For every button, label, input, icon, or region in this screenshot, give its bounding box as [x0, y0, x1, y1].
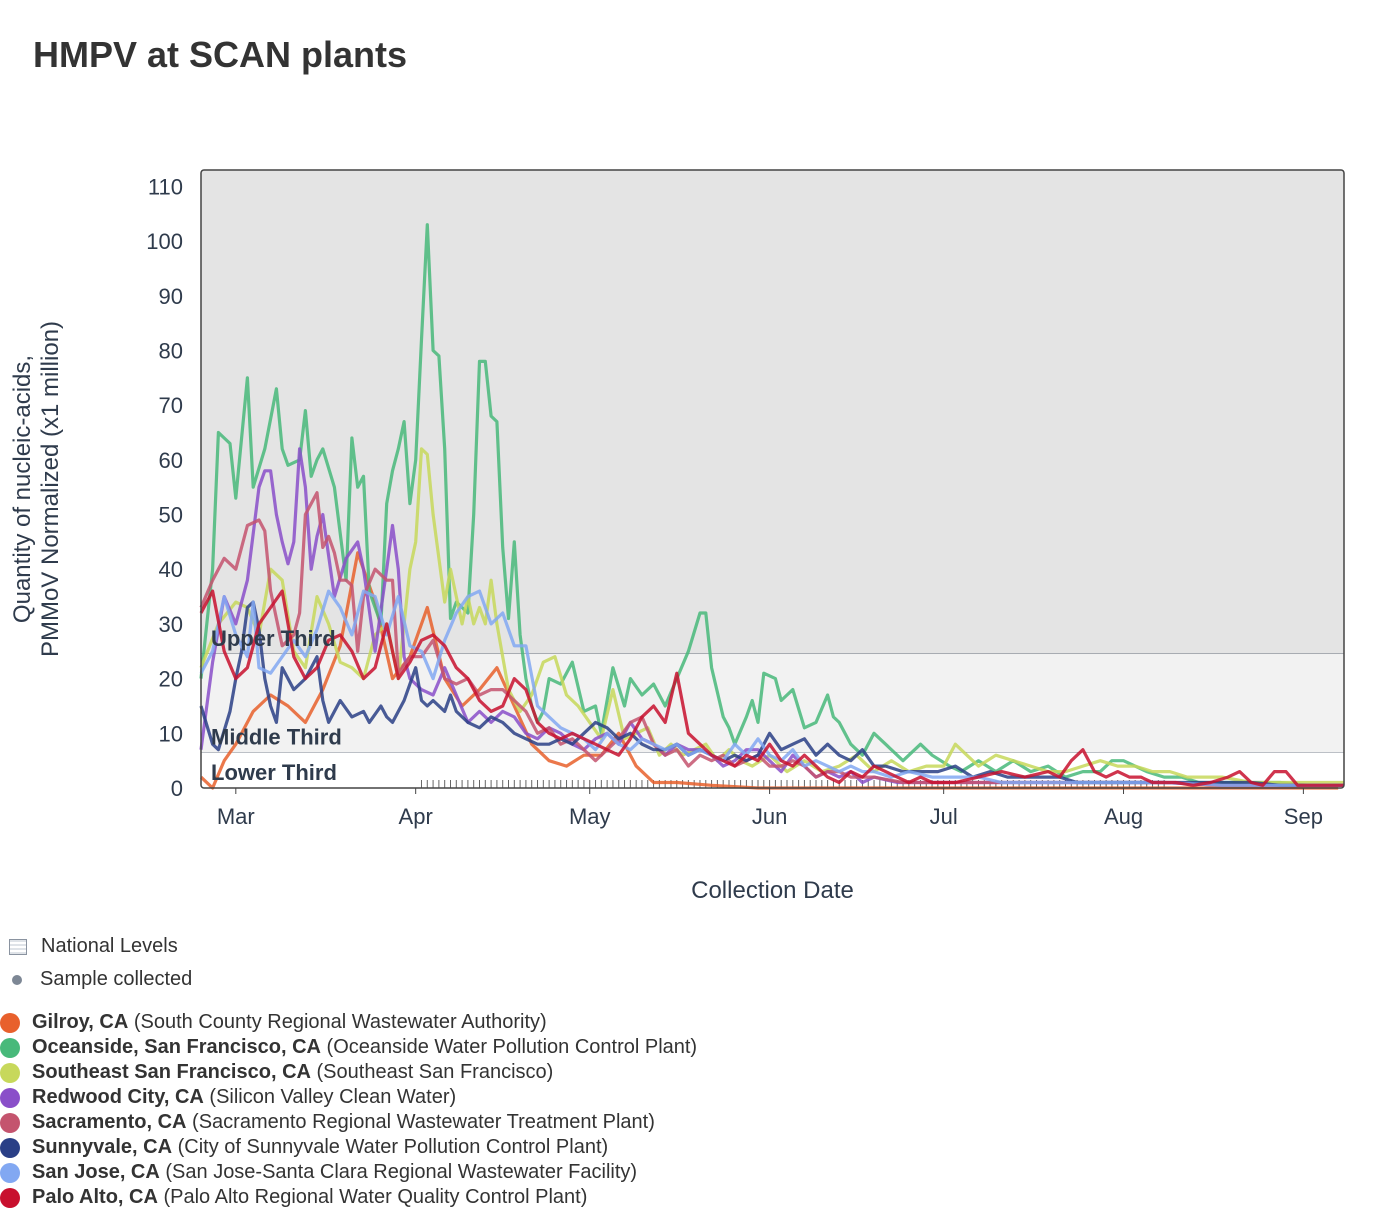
series-line-gilroy-ca[interactable]: [199, 551, 1339, 790]
circle-icon: [0, 1037, 20, 1058]
circle-icon: [0, 1012, 20, 1033]
legend: National Levels Sample collected Gilroy,…: [0, 930, 697, 1210]
legend-city: Gilroy, CA: [32, 1011, 129, 1033]
band-label: Upper Third: [211, 626, 336, 651]
legend-city: Sacramento, CA: [32, 1111, 187, 1133]
y-tick-label: 60: [159, 448, 183, 473]
legend-item[interactable]: Sunnyvale, CA (City of Sunnyvale Water P…: [0, 1135, 697, 1160]
legend-item[interactable]: Oceanside, San Francisco, CA (Oceanside …: [0, 1035, 697, 1060]
y-tick-label: 80: [159, 338, 183, 363]
y-tick-label: 70: [159, 393, 183, 418]
plot-frame: [200, 169, 1345, 789]
legend-sample-collected[interactable]: Sample collected: [0, 963, 697, 996]
legend-plant: (Southeast San Francisco): [310, 1061, 554, 1083]
legend-city: Redwood City, CA: [32, 1086, 204, 1108]
y-axis-label-line-2: PMMoV Normalized (x1 million): [37, 321, 64, 657]
y-tick-label: 20: [159, 667, 183, 692]
legend-national-levels[interactable]: National Levels: [0, 930, 697, 963]
y-tick-label: 10: [159, 721, 183, 746]
legend-city: Sunnyvale, CA: [32, 1136, 173, 1158]
y-tick-label: 0: [171, 776, 183, 801]
legend-plant: (San Jose-Santa Clara Regional Wastewate…: [159, 1161, 638, 1183]
band-labels: Upper Third Middle Third Lower Third: [211, 626, 342, 785]
legend-plant: (Palo Alto Regional Water Quality Contro…: [157, 1186, 588, 1208]
x-axis-label: Collection Date: [691, 877, 854, 904]
legend-plant: (Oceanside Water Pollution Control Plant…: [321, 1036, 698, 1058]
band-upper-third: [201, 170, 1344, 655]
circle-icon: [0, 1062, 20, 1083]
series-line-palo-alto-ca[interactable]: [199, 589, 1344, 787]
legend-item[interactable]: Redwood City, CA (Silicon Valley Clean W…: [0, 1085, 697, 1110]
legend-item[interactable]: Sacramento, CA (Sacramento Regional Wast…: [0, 1110, 697, 1135]
hatched-square-icon: [9, 938, 27, 955]
legend-plant: (South County Regional Wastewater Author…: [128, 1011, 547, 1033]
y-tick-label: 100: [146, 229, 183, 254]
legend-city: Palo Alto, CA: [32, 1186, 158, 1208]
legend-meta-label: Sample collected: [40, 968, 193, 990]
legend-meta-label: National Levels: [41, 935, 178, 957]
legend-city: Southeast San Francisco, CA: [32, 1061, 311, 1083]
x-axis: Mar Apr May Jun Jul Aug Sep: [217, 788, 1323, 829]
y-tick-label: 110: [148, 174, 183, 199]
y-tick-label: 90: [159, 284, 183, 309]
x-tick-label: Jun: [752, 804, 787, 829]
legend-plant: (City of Sunnyvale Water Pollution Contr…: [172, 1136, 609, 1158]
series-line-sacramento-ca[interactable]: [199, 491, 1344, 787]
y-tick-label: 30: [159, 612, 183, 637]
y-axis: 0 10 20 30 40 50 60 70 80 90 100 110: [146, 174, 183, 801]
legend-item[interactable]: Gilroy, CA (South County Regional Wastew…: [0, 1010, 697, 1035]
y-tick-label: 50: [159, 503, 183, 528]
x-tick-label: Mar: [217, 804, 255, 829]
chart-title: HMPV at SCAN plants: [33, 34, 408, 75]
x-tick-label: Aug: [1104, 804, 1143, 829]
circle-icon: [0, 1137, 20, 1158]
band-label: Middle Third: [211, 724, 342, 749]
x-tick-label: Jul: [930, 804, 958, 829]
y-axis-label-line-1: Quantity of nucleic-acids,: [9, 355, 36, 623]
legend-item[interactable]: Palo Alto, CA (Palo Alto Regional Water …: [0, 1185, 697, 1210]
legend-plant: (Silicon Valley Clean Water): [203, 1086, 457, 1108]
legend-city: San Jose, CA: [32, 1161, 160, 1183]
circle-icon: [0, 1187, 20, 1208]
circle-icon: [0, 1162, 20, 1183]
legend-item[interactable]: Southeast San Francisco, CA (Southeast S…: [0, 1060, 697, 1085]
x-tick-label: Apr: [399, 804, 433, 829]
y-tick-label: 40: [159, 557, 183, 582]
series-lines[interactable]: [199, 223, 1344, 790]
x-tick-label: May: [569, 804, 611, 829]
legend-plant: (Sacramento Regional Wastewater Treatmen…: [186, 1111, 655, 1133]
band-label: Lower Third: [211, 760, 337, 785]
series-line-san-jose-ca[interactable]: [199, 589, 1344, 787]
x-tick-label: Sep: [1284, 804, 1323, 829]
circle-icon: [0, 1087, 20, 1108]
legend-city: Oceanside, San Francisco, CA: [32, 1036, 321, 1058]
circle-icon: [0, 1112, 20, 1133]
series-line-oceanside-san-francisco-ca[interactable]: [199, 223, 1344, 787]
line-chart[interactable]: Upper Third Middle Third Lower Third 0 10 20…: [0, 150, 1384, 920]
legend-item[interactable]: San Jose, CA (San Jose-Santa Clara Regio…: [0, 1160, 697, 1185]
dot-icon: [12, 974, 22, 985]
national-level-bands: [201, 170, 1344, 788]
